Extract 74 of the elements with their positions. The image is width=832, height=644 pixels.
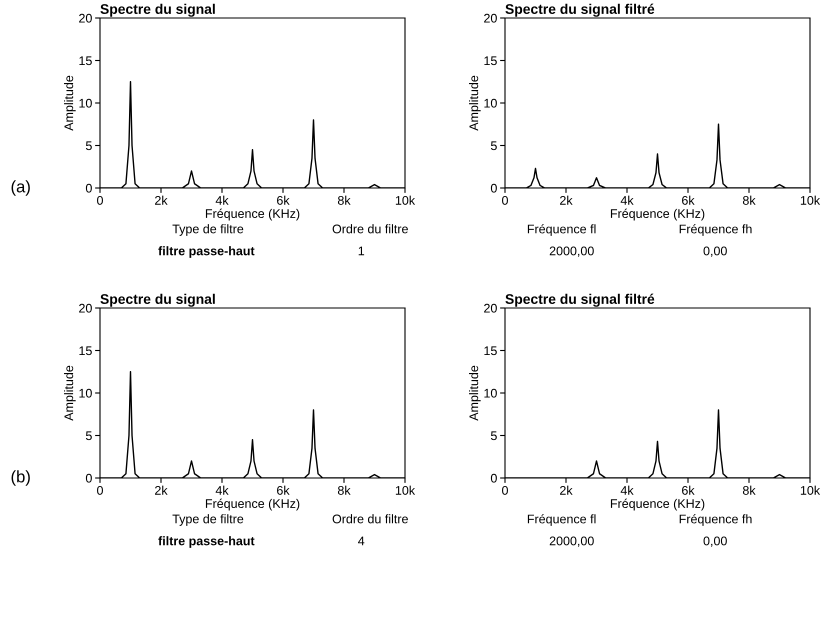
y-tick-label: 15 — [484, 346, 497, 356]
y-tick-label: 20 — [79, 304, 92, 313]
y-tick-label: 20 — [484, 14, 497, 23]
text: Type de filtre — [172, 224, 244, 236]
x-tick-label: 10k — [800, 196, 820, 205]
x-tick-label: 6k — [277, 196, 290, 205]
y-tick-label: 15 — [484, 56, 497, 66]
y-tick-label: 15 — [79, 346, 92, 356]
x-tick-label: 0 — [502, 196, 508, 205]
y-tick-label: 5 — [86, 141, 92, 150]
text: 0,00 — [704, 536, 727, 547]
x-tick-label: 2k — [155, 196, 168, 205]
x-tick-label: 0 — [97, 196, 103, 205]
x-tick-label: 4k — [216, 196, 229, 205]
y-axis-title: Amplitude — [64, 76, 76, 131]
chart-title: Spectre du signal — [100, 4, 215, 17]
x-tick-label: 4k — [620, 196, 634, 205]
x-tick-label: 2k — [155, 486, 168, 495]
x-tick-label: 8k — [338, 196, 351, 205]
y-tick-label: 15 — [79, 56, 92, 66]
x-tick-label: 6k — [277, 486, 290, 495]
text: Type de filtre — [172, 514, 244, 526]
y-tick-label: 10 — [484, 388, 497, 398]
text: (b) — [12, 470, 30, 486]
y-tick-label: 0 — [86, 474, 92, 483]
y-tick-label: 5 — [490, 141, 497, 150]
y-tick-label: 10 — [79, 98, 92, 108]
x-tick-label: 2k — [560, 196, 573, 205]
chart-title: Spectre du signal filtré — [505, 294, 654, 307]
text: Ordre du filtre — [332, 514, 408, 524]
x-tick-label: 0 — [97, 486, 103, 495]
x-axis-title: Fréquence (KHz) — [610, 498, 704, 510]
y-tick-label: 10 — [79, 388, 92, 398]
x-tick-label: 8k — [338, 486, 351, 495]
x-tick-label: 6k — [682, 196, 695, 205]
text: 2000,00 — [550, 536, 594, 547]
x-tick-label: 6k — [682, 486, 695, 495]
y-axis-title: Amplitude — [469, 366, 481, 421]
y-tick-label: 5 — [490, 431, 497, 440]
text: Fréquence fh — [680, 514, 752, 526]
text: (a) — [12, 180, 30, 196]
text: 1 — [358, 246, 364, 256]
y-tick-label: 0 — [490, 474, 497, 483]
text: 0,00 — [704, 246, 727, 257]
y-tick-label: 10 — [484, 98, 497, 108]
text: Fréquence fh — [680, 224, 752, 236]
text: filtre passe-haut — [158, 536, 254, 548]
y-axis-title: Amplitude — [64, 366, 76, 421]
x-tick-label: 4k — [620, 486, 634, 495]
y-tick-label: 5 — [86, 431, 92, 440]
x-tick-label: 10k — [396, 486, 416, 495]
x-tick-label: 10k — [396, 196, 416, 205]
x-tick-label: 4k — [216, 486, 229, 495]
text: 2000,00 — [550, 246, 594, 257]
x-axis-title: Fréquence (KHz) — [206, 208, 300, 220]
text: Fréquence fl — [528, 514, 596, 526]
y-tick-label: 0 — [490, 184, 497, 193]
text: Ordre du filtre — [332, 224, 408, 234]
x-tick-label: 10k — [800, 486, 820, 495]
chart-title: Spectre du signal filtré — [505, 4, 654, 17]
x-axis-title: Fréquence (KHz) — [206, 498, 300, 510]
text: filtre passe-haut — [158, 246, 254, 258]
x-tick-label: 8k — [742, 196, 756, 205]
x-tick-label: 0 — [502, 486, 508, 495]
text: 4 — [358, 536, 364, 546]
x-tick-label: 2k — [560, 486, 573, 495]
y-tick-label: 0 — [86, 184, 92, 193]
y-tick-label: 20 — [484, 304, 497, 313]
chart-title: Spectre du signal — [100, 294, 215, 307]
x-tick-label: 8k — [742, 486, 756, 495]
y-tick-label: 20 — [79, 14, 92, 23]
y-axis-title: Amplitude — [469, 76, 481, 131]
x-axis-title: Fréquence (KHz) — [610, 208, 704, 220]
text: Fréquence fl — [528, 224, 596, 236]
